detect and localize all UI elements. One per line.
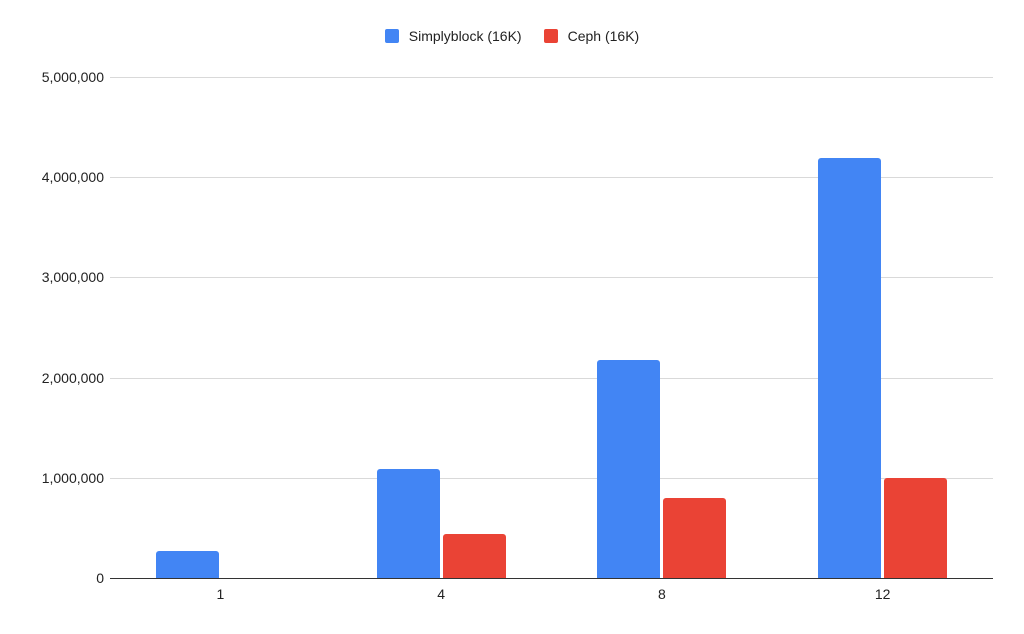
y-tick-label: 5,000,000 [41,69,104,85]
legend-item-ceph[interactable]: Ceph (16K) [543,28,640,44]
bar-ceph-8[interactable] [663,497,727,578]
bar-ceph-12[interactable] [884,477,948,578]
bar-simplyblock-8[interactable] [597,359,661,578]
legend-label: Simplyblock (16K) [408,28,522,44]
bar-simplyblock-4[interactable] [376,468,440,578]
legend-item-simplyblock[interactable]: Simplyblock (16K) [384,28,522,44]
gridline [110,77,993,78]
y-tick-label: 4,000,000 [41,169,104,185]
gridline [110,478,993,479]
x-tick-label: 4 [437,586,446,602]
x-tick-label: 1 [216,586,225,602]
y-tick-label: 0 [96,570,104,586]
chart-legend: Simplyblock (16K) Ceph (16K) [0,28,1024,44]
legend-swatch-ceph [543,29,558,43]
gridline [110,378,993,379]
y-tick-label: 3,000,000 [41,269,104,285]
legend-swatch-simplyblock [384,29,399,43]
legend-label: Ceph (16K) [567,28,640,44]
x-axis-line [110,578,993,579]
bar-simplyblock-12[interactable] [818,158,882,578]
y-tick-label: 1,000,000 [41,470,104,486]
x-tick-label: 8 [657,586,666,602]
gridline [110,277,993,278]
y-tick-label: 2,000,000 [41,370,104,386]
bar-simplyblock-1[interactable] [155,550,219,578]
gridline [110,177,993,178]
bar-ceph-4[interactable] [442,533,506,578]
x-tick-label: 12 [874,586,891,602]
